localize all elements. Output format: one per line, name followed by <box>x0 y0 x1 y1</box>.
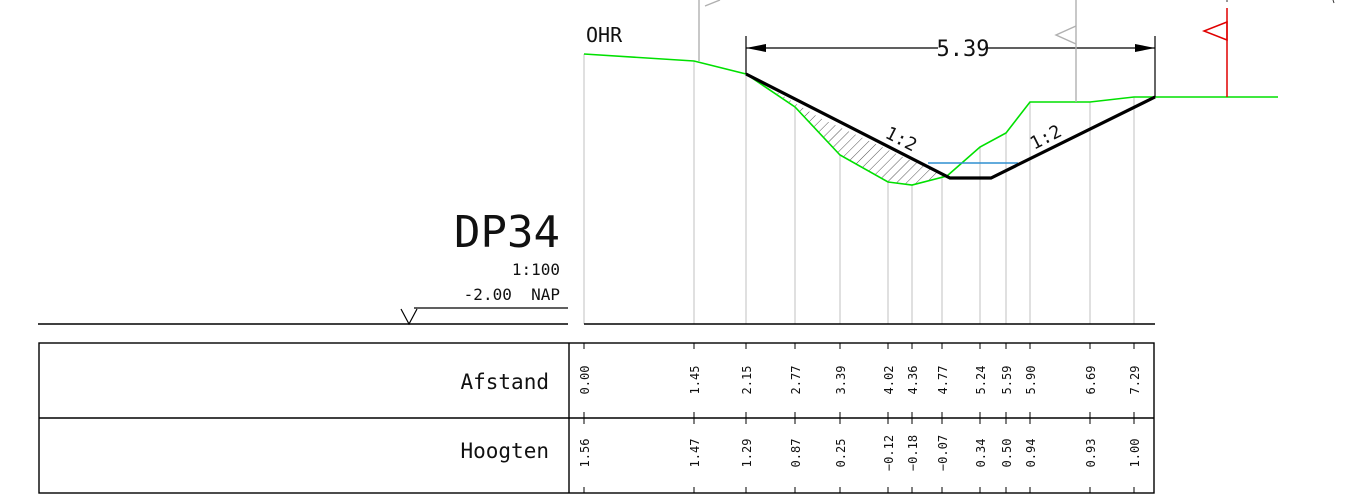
afstand-value: 5.24 <box>974 366 988 395</box>
hoogten-value: 1.56 <box>578 439 592 468</box>
hoogten-value: 0.50 <box>1000 439 1014 468</box>
afstand-value: 4.02 <box>882 366 896 395</box>
afstand-value: 4.77 <box>936 366 950 395</box>
afstand-row-label: Afstand <box>460 370 549 394</box>
hoogten-value: 1.00 <box>1128 439 1142 468</box>
hoogten-value: −0.18 <box>906 435 920 471</box>
ohr-label: OHR <box>586 23 623 47</box>
hoogten-value: −0.12 <box>882 435 896 471</box>
profile-title: DP34 <box>454 207 560 258</box>
afstand-value: 2.77 <box>789 366 803 395</box>
afstand-value: 0.00 <box>578 366 592 395</box>
afstand-value: 7.29 <box>1128 366 1142 395</box>
cut-area-hatch <box>746 74 947 185</box>
slope-right-label: 1:2 <box>1027 121 1066 154</box>
design-profile-line <box>745 72 1156 180</box>
afstand-value: 5.59 <box>1000 366 1014 395</box>
width-dimension: 5.39 <box>745 36 1156 97</box>
afstand-value: 3.39 <box>834 366 848 395</box>
reference-triangle-icon <box>400 308 418 326</box>
width-dimension-label: 5.39 <box>937 37 990 62</box>
hoogten-value: 1.29 <box>740 439 754 468</box>
hoogten-value: 0.34 <box>974 439 988 468</box>
afstand-value: 6.69 <box>1084 366 1098 395</box>
afstand-value: 4.36 <box>906 366 920 395</box>
profile-scale: 1:100 <box>512 260 560 279</box>
afstand-value: 2.15 <box>740 366 754 395</box>
afstand-value: 1.45 <box>688 366 702 395</box>
hoogten-value: 0.93 <box>1084 439 1098 468</box>
afstand-value: 5.90 <box>1024 366 1038 395</box>
hoogten-row-label: Hoogten <box>460 439 549 463</box>
existing-ground-line <box>583 53 1278 186</box>
red-flag-marker <box>1201 8 1228 97</box>
top-markers <box>698 0 1077 102</box>
hoogten-value: 0.87 <box>789 439 803 468</box>
hoogten-value: 0.94 <box>1024 439 1038 468</box>
data-table: Afstand Hoogten <box>38 342 1155 494</box>
hoogten-value: 0.25 <box>834 439 848 468</box>
hoogten-value: −0.07 <box>936 435 950 471</box>
station-lines <box>583 54 1135 324</box>
hoogten-value: 1.47 <box>688 439 702 468</box>
table-cells: 0.00 1.56 1.45 1.47 2.15 1.29 2.77 0.87 3.39 0.25… <box>578 343 1142 493</box>
reference-level: -2.00 NAP <box>464 285 560 304</box>
